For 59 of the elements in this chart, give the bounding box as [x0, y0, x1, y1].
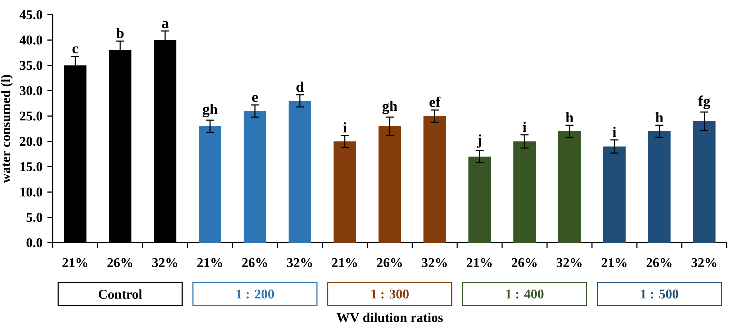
text: 1 : 500	[641, 290, 679, 299]
x-tick-label: 21%	[602, 258, 627, 268]
y-tick-label: 25.0	[20, 112, 42, 121]
bar	[288, 101, 312, 243]
annotation: a	[162, 21, 169, 28]
x-tick-label: 21%	[332, 258, 358, 268]
annotation: fg	[698, 96, 711, 110]
bar	[244, 111, 266, 243]
annotation: c	[72, 46, 78, 54]
y-tick-label: 40.0	[20, 36, 42, 45]
y-tick-label: 20.0	[20, 137, 42, 146]
x-tick-label: 32%	[287, 258, 312, 268]
x-tick-label: 21%	[62, 258, 88, 268]
annotation: i	[343, 122, 347, 133]
annotation: ef	[430, 96, 441, 108]
annotation: d	[296, 82, 304, 92]
bar	[558, 132, 581, 243]
x-tick-label: 26%	[108, 258, 132, 268]
y-tick-label: 10.0	[20, 188, 42, 197]
y-tick-label: 5.0	[26, 213, 42, 222]
y-tick-label: 15.0	[20, 162, 42, 172]
bar	[468, 156, 492, 243]
x-tick-label: 26%	[512, 258, 537, 268]
text: Control	[98, 290, 142, 300]
x-tick-label: 32%	[152, 258, 178, 268]
bar	[603, 146, 626, 243]
y-tick-label: 35.0	[20, 61, 42, 70]
y-tick-label: 30.0	[20, 86, 42, 96]
x-tick-label: 32%	[692, 258, 717, 268]
bar	[334, 142, 356, 243]
x-tick-label: 26%	[377, 258, 402, 268]
bar	[424, 116, 446, 243]
x-tick-label: 26%	[646, 258, 672, 268]
text: 1 : 400	[506, 290, 544, 299]
x-tick-label: 32%	[556, 258, 582, 268]
bar	[693, 121, 716, 243]
annotation: i	[612, 127, 616, 138]
annotation: gh	[382, 101, 398, 114]
annotation: i	[523, 122, 527, 132]
bar	[648, 132, 671, 243]
x-tick-label: 26%	[242, 258, 268, 268]
annotation: gh	[202, 104, 218, 118]
y-tick-label: 0.0	[26, 238, 42, 248]
text: 1 : 300	[372, 290, 409, 299]
annotation: b	[116, 28, 124, 38]
x-tick-label: 32%	[422, 258, 448, 268]
annotation: h	[566, 112, 574, 123]
x-tick-label: 21%	[467, 258, 492, 268]
bar	[199, 126, 222, 243]
bar	[378, 126, 402, 243]
y-tick-label: 45.0	[20, 10, 42, 20]
x-axis-title: WV dilution ratios	[336, 312, 444, 322]
x-tick-label: 21%	[198, 258, 222, 268]
y-axis-title: water consumed (l)	[1, 75, 14, 184]
annotation: j	[477, 134, 482, 148]
bar	[514, 142, 536, 243]
text: 1 : 200	[236, 290, 274, 299]
annotation: e	[252, 95, 258, 102]
annotation: h	[656, 112, 664, 123]
